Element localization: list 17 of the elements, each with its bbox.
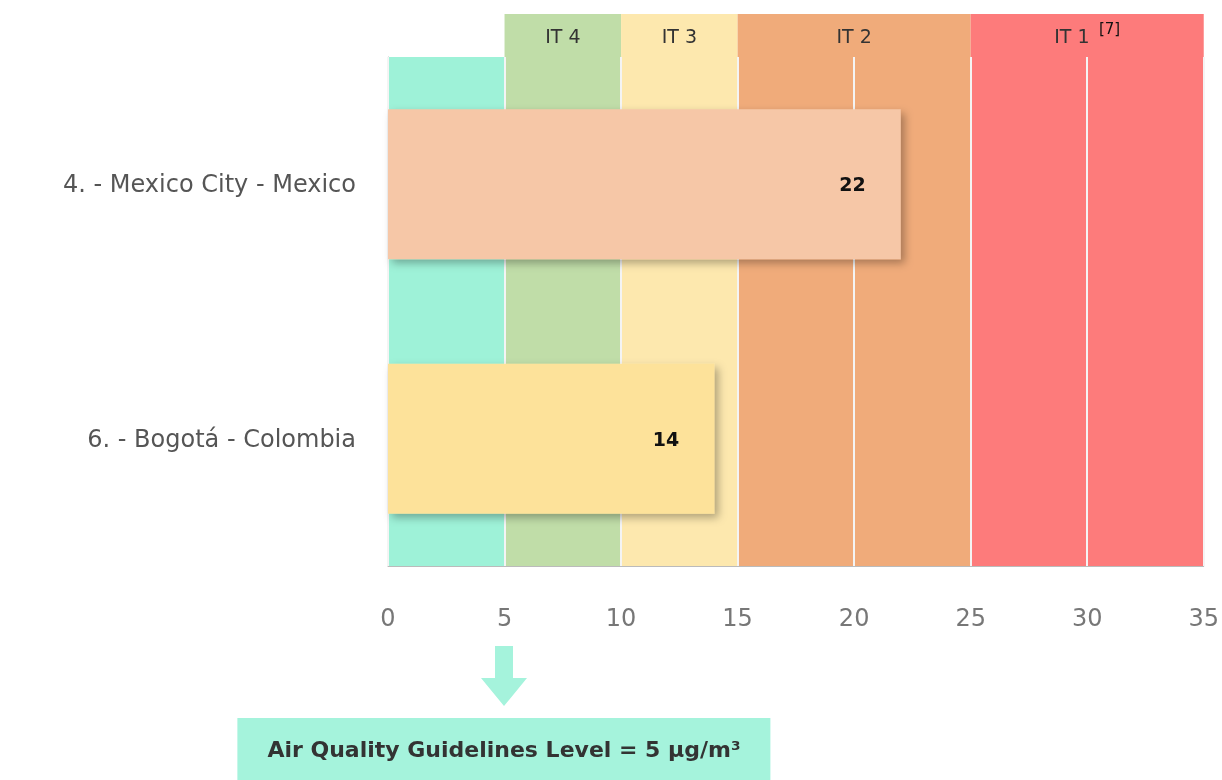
text: Air Quality Guidelines Level = 5 µg/m³ xyxy=(237,718,771,780)
x-tick-label: 35 xyxy=(1188,604,1219,632)
band-label: IT 1 [7] xyxy=(1054,20,1121,47)
x-tick-label: 5 xyxy=(496,604,513,632)
band-label: IT 2 xyxy=(836,25,872,47)
y-tick-label: 4. - Mexico City - Mexico xyxy=(62,170,356,199)
x-tick-label: 25 xyxy=(955,604,986,632)
band-label: IT 4 xyxy=(545,25,581,47)
data-label: 14 xyxy=(652,427,680,450)
x-tick-label: 0 xyxy=(380,604,396,632)
data-label: 22 xyxy=(839,173,866,196)
band-label: IT 3 xyxy=(661,25,697,47)
y-tick-label: 6. - Bogotá - Colombia xyxy=(87,424,356,453)
x-tick-label: 15 xyxy=(722,604,753,632)
x-tick-label: 10 xyxy=(605,604,637,632)
x-tick-label: 30 xyxy=(1071,604,1103,632)
x-tick-label: 20 xyxy=(838,604,870,632)
